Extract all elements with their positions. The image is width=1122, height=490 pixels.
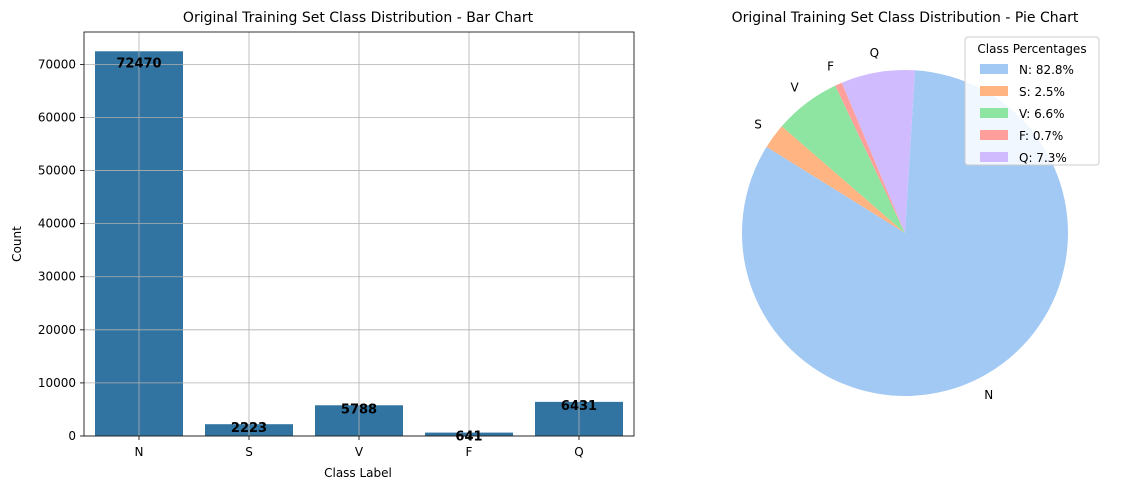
legend-items: N: 82.8% S: 2.5% V: 6.6% F: 0.7% Q: 7.3% [980,63,1074,165]
x-tick-label-V: V [355,445,364,459]
x-tick-label-N: N [135,445,144,459]
pie-slice-labels: N S V F Q [754,46,993,402]
legend-box [964,36,1100,166]
pie-label-Q: Q [870,46,879,60]
y-tick-label-2: 20000 [38,323,76,337]
bar-chart-title: Original Training Set Class Distribution… [183,10,534,26]
bar-data-label-V: 5788 [341,402,377,417]
y-tick-label-6: 60000 [38,110,76,124]
y-tick-label-7: 70000 [38,57,76,71]
x-tick-label-Q: Q [574,445,583,459]
y-tick-label-5: 50000 [38,164,76,178]
bar-data-label-S: 2223 [231,421,267,436]
bar-data-label-N: 72470 [116,56,161,71]
pie-slice-V [781,85,905,233]
y-tick-label-0: 0 [68,429,76,443]
legend-entry-Q: Q: 7.3% [1019,151,1067,165]
bar-y-ticks: 0 10000 20000 30000 40000 50000 60000 70000 [38,57,84,443]
bar-plot-frame [83,31,635,437]
legend-entry-F: F: 0.7% [1019,129,1063,143]
pie-chart: Original Training Set Class Distribution… [732,10,1100,402]
y-tick-label-4: 40000 [38,217,76,231]
legend-swatch-S [980,86,1008,96]
legend-entry-N: N: 82.8% [1019,63,1074,77]
bar-data-label-F: 641 [455,430,482,445]
y-tick-label-3: 30000 [38,270,76,284]
legend-entry-V: V: 6.6% [1019,107,1065,121]
pie-label-N: N [984,388,993,402]
legend-swatch-Q [980,152,1008,162]
x-tick-label-S: S [245,445,253,459]
pie-label-S: S [754,118,762,132]
legend-title: Class Percentages [977,42,1086,56]
bar-chart: Original Training Set Class Distribution… [10,10,635,480]
pie-slice-Q [841,70,915,233]
pie-slice-S [766,126,905,233]
pie-slice-F [835,82,905,234]
bar-x-axis-label: Class Label [324,466,392,480]
x-tick-label-F: F [466,445,473,459]
legend-entry-S: S: 2.5% [1019,85,1065,99]
pie-legend: Class Percentages N: 82.8% S: 2.5% V: 6.6%… [964,36,1100,166]
pie-chart-title: Original Training Set Class Distribution… [732,10,1079,26]
pie-label-F: F [827,59,834,73]
legend-swatch-F [980,130,1008,140]
bar-data-label-Q: 6431 [561,399,597,414]
legend-swatch-V [980,108,1008,118]
bar-y-axis-label: Count [10,226,24,262]
pie-label-V: V [790,81,799,95]
y-tick-label-1: 10000 [38,376,76,390]
legend-swatch-N [980,64,1008,74]
bar-data-labels: 72470 2223 5788 641 6431 [116,56,597,444]
